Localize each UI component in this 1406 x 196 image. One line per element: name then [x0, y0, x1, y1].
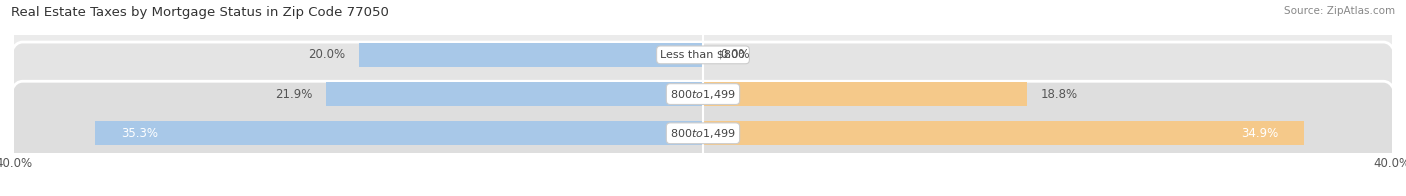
Text: 34.9%: 34.9%	[1241, 127, 1278, 140]
Text: 20.0%: 20.0%	[308, 48, 344, 61]
Text: 18.8%: 18.8%	[1040, 88, 1078, 101]
FancyBboxPatch shape	[8, 42, 1398, 146]
Text: 0.0%: 0.0%	[720, 48, 749, 61]
Text: 21.9%: 21.9%	[274, 88, 312, 101]
Text: 35.3%: 35.3%	[121, 127, 157, 140]
Bar	[96, 121, 703, 145]
Text: $800 to $1,499: $800 to $1,499	[671, 127, 735, 140]
Text: Less than $800: Less than $800	[661, 50, 745, 60]
Text: Source: ZipAtlas.com: Source: ZipAtlas.com	[1284, 6, 1395, 16]
Bar	[703, 121, 1305, 145]
Bar	[703, 82, 1026, 106]
Text: $800 to $1,499: $800 to $1,499	[671, 88, 735, 101]
Text: Real Estate Taxes by Mortgage Status in Zip Code 77050: Real Estate Taxes by Mortgage Status in …	[11, 6, 389, 19]
FancyBboxPatch shape	[8, 81, 1398, 185]
Bar	[326, 82, 703, 106]
FancyBboxPatch shape	[8, 3, 1398, 107]
Bar	[359, 43, 703, 67]
